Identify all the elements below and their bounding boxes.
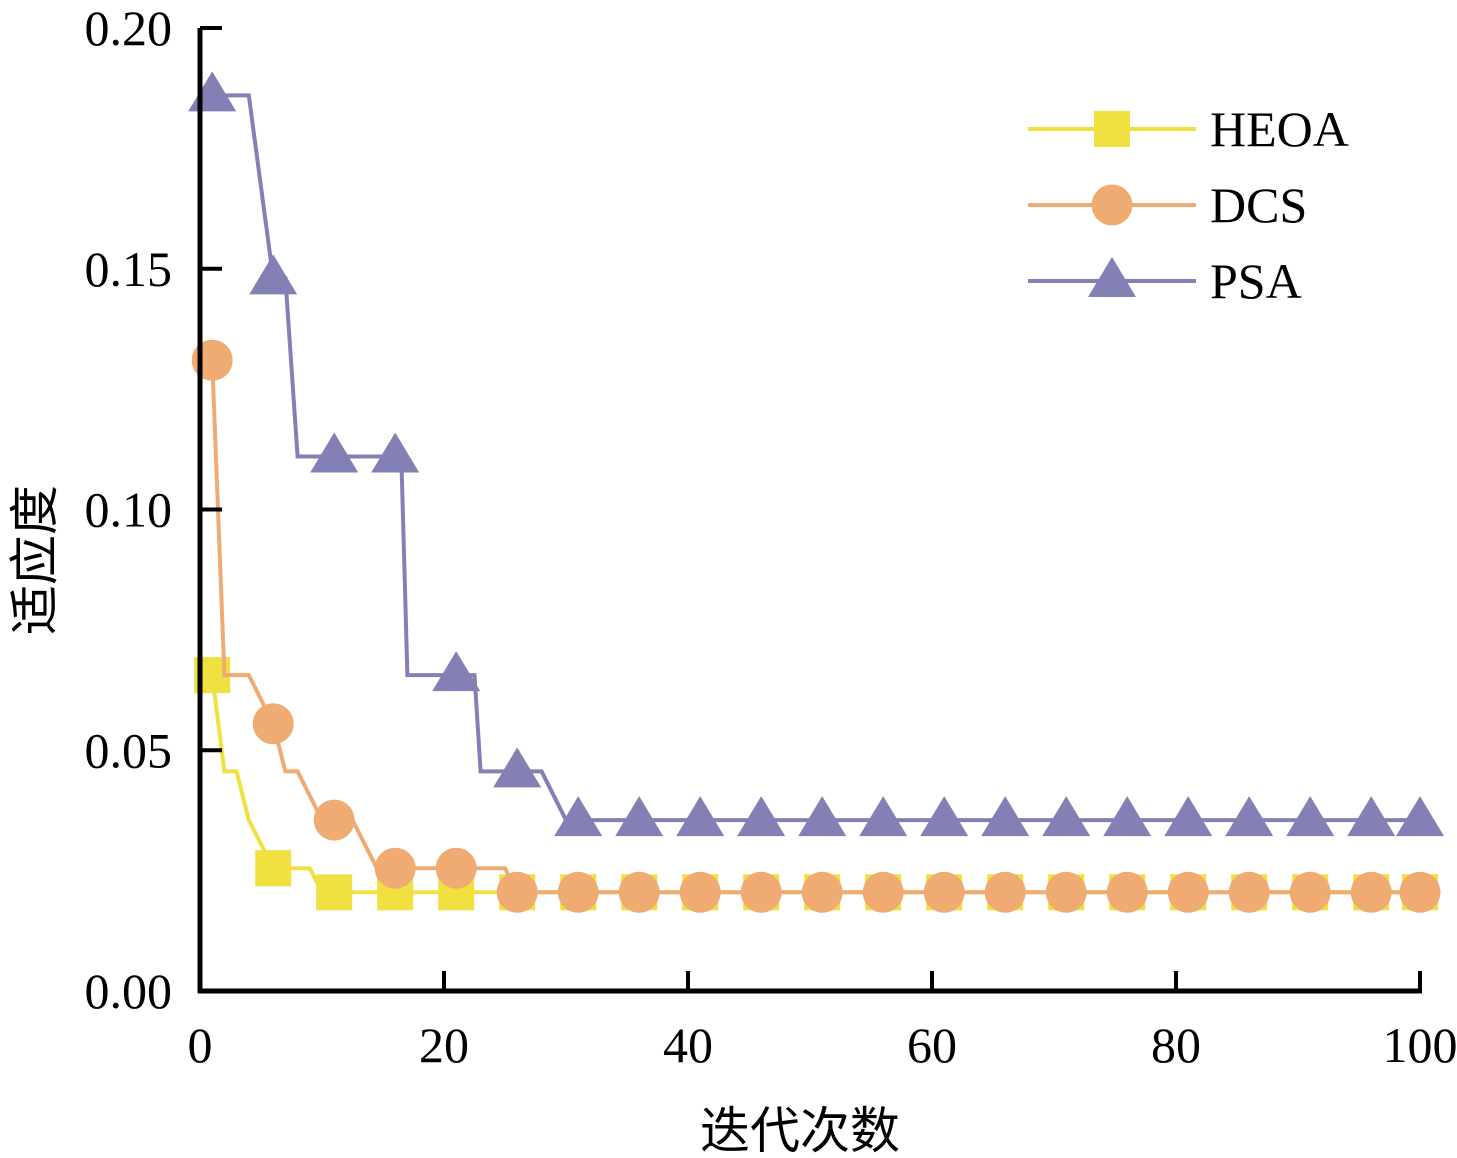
data-point-dcs xyxy=(557,871,599,913)
data-point-dcs xyxy=(740,871,782,913)
series-layer xyxy=(188,71,1444,913)
data-point-dcs xyxy=(435,847,477,889)
data-point-psa xyxy=(676,796,725,837)
data-point-psa xyxy=(432,651,481,692)
x-tick-label: 40 xyxy=(663,1017,713,1073)
legend-label: DCS xyxy=(1210,177,1307,233)
legend-item-heoa: HEOA xyxy=(1028,101,1349,157)
data-point-dcs xyxy=(618,871,660,913)
series-dcs xyxy=(191,339,1441,913)
data-point-psa xyxy=(1286,796,1335,837)
data-point-psa xyxy=(981,796,1030,837)
data-point-dcs xyxy=(313,799,355,841)
data-point-psa xyxy=(249,254,298,295)
x-tick-label: 80 xyxy=(1151,1017,1201,1073)
y-tick-label: 0.00 xyxy=(85,963,173,1019)
data-point-psa xyxy=(1225,796,1274,837)
data-point-dcs xyxy=(679,871,721,913)
data-point-dcs xyxy=(374,847,416,889)
data-point-dcs xyxy=(1399,871,1441,913)
x-tick-label: 100 xyxy=(1383,1017,1457,1073)
data-point-dcs xyxy=(1106,871,1148,913)
series-line-psa xyxy=(212,93,1420,823)
data-point-psa xyxy=(798,796,847,837)
legend-item-dcs: DCS xyxy=(1028,177,1307,233)
legend-label: PSA xyxy=(1210,253,1302,309)
data-point-dcs xyxy=(1289,871,1331,913)
data-point-dcs xyxy=(984,871,1026,913)
axes-layer: 0.00 0.05 0.10 0.15 0.20 0 20 40 60 80 100 xyxy=(85,0,1457,1073)
data-point-dcs xyxy=(1045,871,1087,913)
legend-marker-triangle xyxy=(1088,257,1136,297)
data-point-dcs xyxy=(496,871,538,913)
data-point-heoa xyxy=(255,850,292,887)
data-point-dcs xyxy=(923,871,965,913)
data-point-dcs xyxy=(1228,871,1270,913)
series-psa xyxy=(188,71,1444,837)
data-point-psa xyxy=(1042,796,1091,837)
data-point-psa xyxy=(554,796,603,837)
data-point-psa xyxy=(1164,796,1213,837)
legend-marker-square xyxy=(1094,111,1130,147)
data-point-dcs xyxy=(801,871,843,913)
data-point-dcs xyxy=(1167,871,1209,913)
y-tick-label: 0.20 xyxy=(85,0,173,56)
data-point-dcs xyxy=(252,703,294,745)
data-point-psa xyxy=(1396,796,1444,837)
y-axis-title: 适应度 xyxy=(6,485,64,635)
data-point-psa xyxy=(859,796,908,837)
x-tick-label: 0 xyxy=(188,1017,213,1073)
legend-marker-circle xyxy=(1091,184,1133,226)
x-axis-title: 迭代次数 xyxy=(700,1102,900,1158)
x-tick-label: 20 xyxy=(419,1017,469,1073)
data-point-psa xyxy=(1103,796,1152,837)
y-tick-label: 0.15 xyxy=(85,241,173,297)
data-point-psa xyxy=(1347,796,1396,837)
y-tick-label: 0.05 xyxy=(85,722,173,778)
x-tick-label: 60 xyxy=(907,1017,957,1073)
data-point-dcs xyxy=(862,871,904,913)
data-point-psa xyxy=(493,747,542,788)
data-point-psa xyxy=(371,432,420,473)
series-line-dcs xyxy=(210,360,1420,895)
data-point-dcs xyxy=(1350,871,1392,913)
data-point-psa xyxy=(920,796,969,837)
data-point-psa xyxy=(615,796,664,837)
legend: HEOA DCS PSA xyxy=(1028,101,1349,309)
legend-label: HEOA xyxy=(1210,101,1349,157)
legend-item-psa: PSA xyxy=(1028,253,1302,309)
data-point-psa xyxy=(310,432,359,473)
data-point-heoa xyxy=(316,874,353,911)
data-point-psa xyxy=(188,71,237,112)
y-tick-label: 0.10 xyxy=(85,482,173,538)
data-point-psa xyxy=(737,796,786,837)
